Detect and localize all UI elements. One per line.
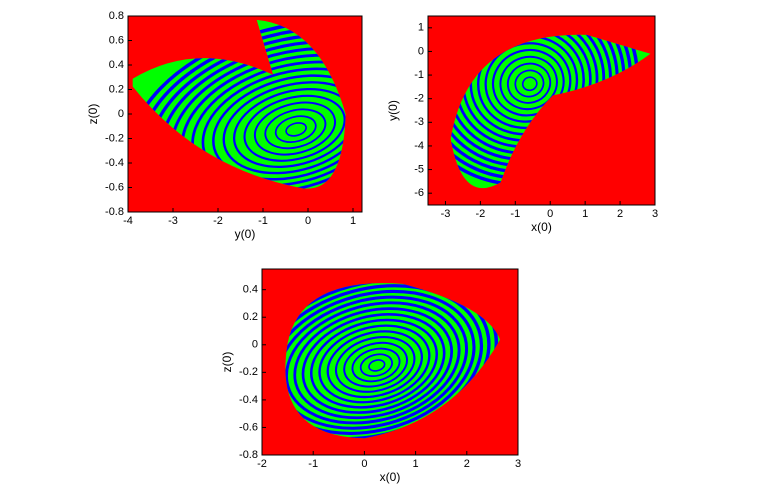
- x-tick-label: 1: [350, 215, 356, 227]
- y-axis-label: z(0): [86, 104, 100, 125]
- spiral-band: [264, 108, 327, 150]
- x-tick-label: -2: [475, 208, 485, 220]
- x-axis-label: x(0): [380, 470, 401, 484]
- y-tick-label: -0.8: [239, 449, 258, 461]
- x-tick-label: -1: [308, 458, 318, 470]
- y-tick-label: -5: [414, 163, 424, 175]
- y-tick-label: 0.8: [109, 10, 124, 22]
- x-tick-label: 0: [361, 458, 367, 470]
- y-tick-label: -0.6: [239, 421, 258, 433]
- x-tick-label: -1: [510, 208, 520, 220]
- x-tick-label: 2: [464, 458, 470, 470]
- spiral-band: [326, 330, 423, 399]
- x-tick-label: -2: [257, 458, 267, 470]
- y-tick-label: 0.2: [109, 83, 124, 95]
- y-tick-label: -0.4: [105, 157, 124, 169]
- x-tick-label: 0: [305, 215, 311, 227]
- spiral-band: [274, 115, 317, 143]
- y-tick-label: 0.6: [109, 34, 124, 46]
- x-axis-label: y(0): [235, 227, 256, 241]
- basin-region: [132, 19, 346, 189]
- spiral-band: [285, 301, 461, 425]
- spiral-band: [285, 289, 476, 435]
- spiral-band: [343, 341, 408, 388]
- x-tick-label: 1: [413, 458, 419, 470]
- basin-plot: -3 -2 -1 0 1 2 3 -6 -5 -4 -3 -2 -1 0 1 x(0) y(0): [386, 15, 658, 234]
- y-axis-label: y(0): [386, 100, 400, 121]
- y-tick-label: 0.4: [243, 284, 258, 296]
- x-axis-label: x(0): [531, 220, 552, 234]
- x-tick-label: 0: [547, 208, 553, 220]
- y-tick-label: -1: [414, 69, 424, 81]
- y-tick-label: -0.6: [105, 181, 124, 193]
- spiral-band: [285, 295, 469, 430]
- spiral-band: [293, 307, 454, 420]
- y-tick-label: -0.2: [105, 132, 124, 144]
- spiral-band: [243, 94, 346, 162]
- y-tick-label: -6: [414, 187, 424, 199]
- y-tick-label: 1: [418, 22, 424, 34]
- x-tick-label: -2: [213, 215, 223, 227]
- x-tick-label: -3: [168, 215, 178, 227]
- x-tick-label: -4: [123, 215, 133, 227]
- spiral-band: [514, 69, 545, 98]
- y-tick-label: -4: [414, 140, 424, 152]
- y-tick-label: -0.4: [239, 394, 258, 406]
- x-tick-label: 3: [652, 208, 658, 220]
- spiral-band: [301, 312, 446, 414]
- spiral-band: [334, 336, 416, 393]
- spiral-band: [253, 101, 337, 156]
- y-tick-label: 0: [118, 108, 124, 120]
- y-tick-label: -0.2: [239, 366, 258, 378]
- x-tick-label: 1: [582, 208, 588, 220]
- y-tick-label: -3: [414, 116, 424, 128]
- spiral-band: [232, 87, 346, 169]
- plot-frame: [427, 15, 656, 206]
- y-tick-label: 0.4: [109, 59, 124, 71]
- x-tick-label: -1: [258, 215, 268, 227]
- y-tick-label: 0: [418, 45, 424, 57]
- y-tick-label: 0.2: [243, 311, 258, 323]
- x-tick-label: 2: [617, 208, 623, 220]
- y-tick-label: -0.8: [105, 206, 124, 218]
- spiral-band: [285, 122, 307, 137]
- spiral-band: [318, 324, 431, 404]
- spiral-band: [222, 81, 346, 175]
- basin-plot: -2 -1 0 1 2 3 -0.8 -0.6 -0.4 -0.2 0 0.2 0.4 x(0) z(0): [220, 268, 521, 484]
- x-tick-label: 3: [515, 458, 521, 470]
- spiral-band: [359, 353, 393, 378]
- spiral-band: [351, 347, 401, 383]
- spiral-band: [309, 318, 439, 409]
- spiral-band: [521, 76, 538, 92]
- spiral-band: [132, 19, 346, 189]
- x-tick-label: -3: [441, 208, 451, 220]
- y-axis-label: z(0): [220, 352, 234, 373]
- plot-frame: [261, 268, 519, 456]
- y-tick-label: 0: [252, 339, 258, 351]
- spiral-band: [212, 74, 346, 181]
- spiral-band: [368, 359, 386, 372]
- spiral-band: [499, 55, 558, 111]
- spiral-band: [506, 62, 552, 104]
- basin-plot: -4 -3 -2 -1 0 1 -0.8 -0.6 -0.4 -0.2 0 0.2 0.4 0.6 0.8 y…: [86, 10, 363, 241]
- y-tick-label: -2: [414, 93, 424, 105]
